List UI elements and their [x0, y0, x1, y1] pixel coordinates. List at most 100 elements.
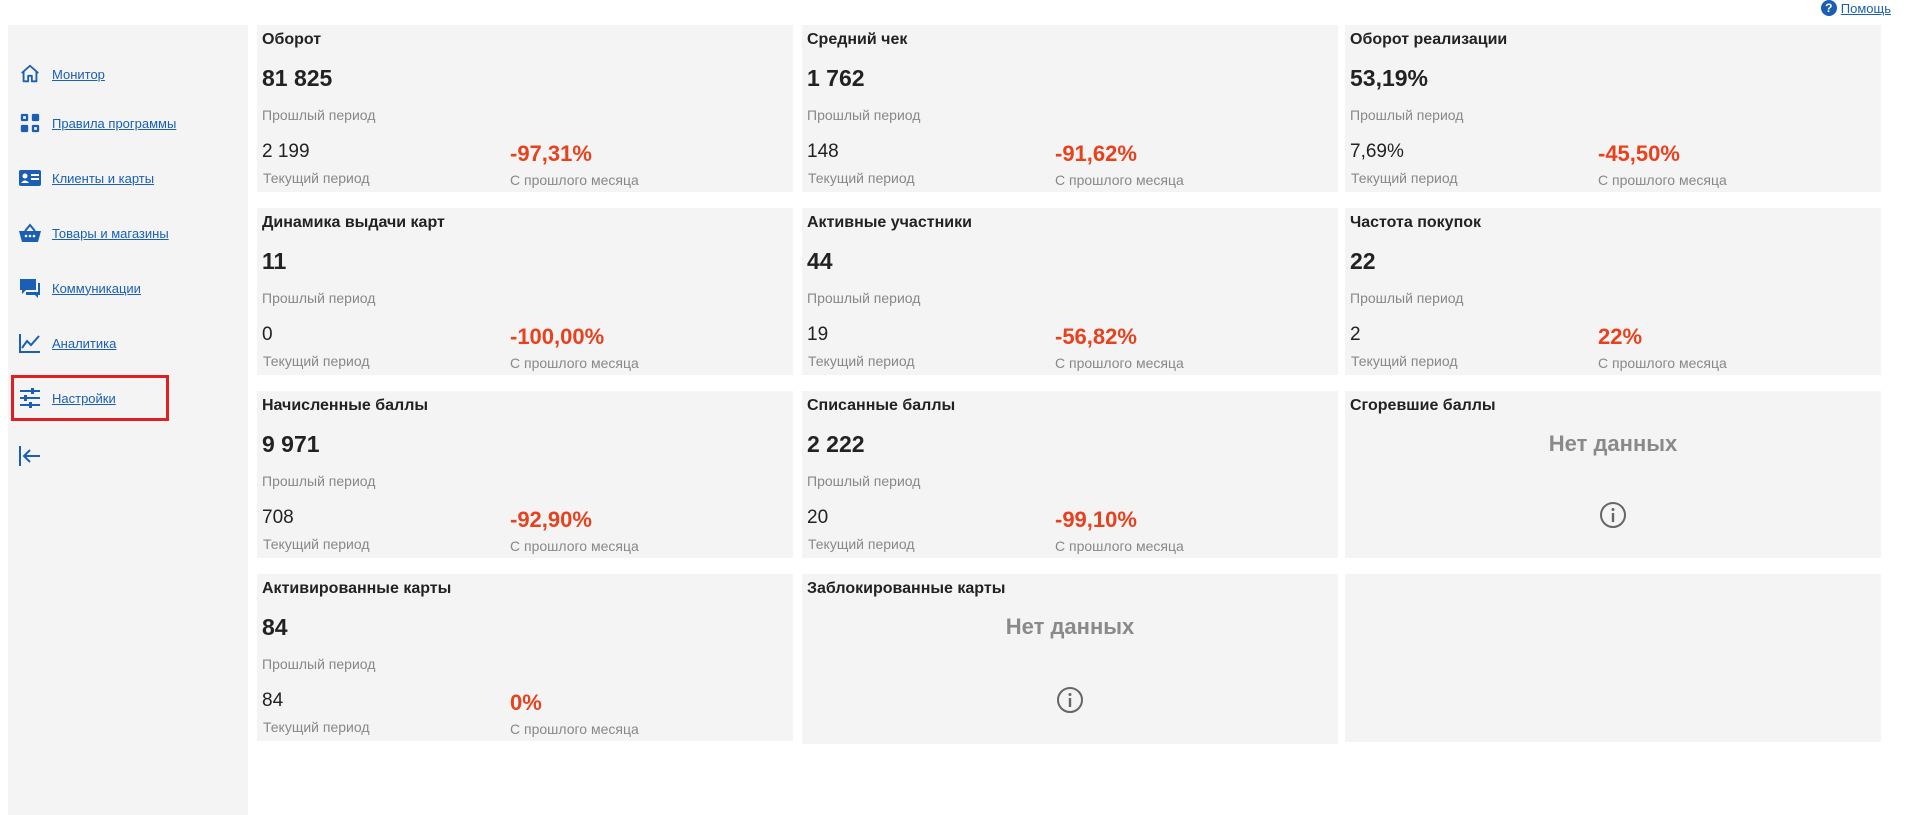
card-active-participants: Активные участники 44 Прошлый период 19 … [802, 208, 1338, 375]
change-label: С прошлого месяца [510, 355, 639, 371]
card-title: Списанные баллы [807, 397, 956, 414]
change-label: С прошлого месяца [1598, 172, 1727, 188]
card-value: 22 [1350, 248, 1376, 274]
collapse-sidebar-icon[interactable] [16, 442, 44, 470]
current-period-label: Текущий период [263, 353, 370, 369]
sidebar: Монитор Правила программы Клиенты и карт… [8, 25, 248, 815]
current-value: 84 [262, 690, 284, 711]
current-period-label: Текущий период [1351, 170, 1458, 186]
card-card-issuance: Динамика выдачи карт 11 Прошлый период 0… [257, 208, 793, 375]
sidebar-item-label[interactable]: Аналитика [52, 335, 117, 351]
current-value: 148 [807, 141, 839, 162]
sidebar-item-label[interactable]: Коммуникации [52, 280, 141, 296]
card-blocked-cards: Заблокированные карты Нет данных [802, 574, 1338, 744]
change-label: С прошлого месяца [510, 172, 639, 188]
change-percent: -45,50% [1598, 141, 1680, 166]
prev-period-label: Прошлый период [262, 473, 376, 489]
current-value: 7,69% [1350, 141, 1404, 162]
current-period-label: Текущий период [808, 353, 915, 369]
prev-period-label: Прошлый период [807, 473, 921, 489]
sidebar-item-communications[interactable]: Коммуникации [18, 276, 141, 300]
prev-period-label: Прошлый период [262, 656, 376, 672]
sidebar-item-analytics[interactable]: Аналитика [18, 331, 116, 355]
current-value: 708 [262, 507, 294, 528]
change-label: С прошлого месяца [510, 721, 639, 737]
change-percent: 0% [510, 690, 542, 715]
change-percent: -100,00% [510, 324, 605, 349]
card-average-check: Средний чек 1 762 Прошлый период 148 Тек… [802, 25, 1338, 192]
current-value: 19 [807, 324, 829, 345]
current-period-label: Текущий период [808, 536, 915, 552]
card-purchase-frequency: Частота покупок 22 Прошлый период 2 Теку… [1345, 208, 1881, 375]
card-title: Оборот [262, 31, 322, 48]
prev-period-label: Прошлый период [1350, 290, 1464, 306]
current-value: 20 [807, 507, 829, 528]
home-icon [18, 62, 42, 86]
card-value: 84 [262, 614, 288, 640]
current-period-label: Текущий период [263, 536, 370, 552]
grid-icon [18, 111, 42, 135]
card-value: 81 825 [262, 65, 333, 91]
card-title: Оборот реализации [1350, 31, 1508, 48]
current-value: 2 199 [262, 141, 310, 162]
sidebar-item-monitor[interactable]: Монитор [18, 62, 105, 86]
sidebar-item-label[interactable]: Настройки [52, 390, 116, 406]
prev-period-label: Прошлый период [262, 107, 376, 123]
sidebar-item-label[interactable]: Клиенты и карты [52, 170, 155, 186]
current-period-label: Текущий период [263, 719, 370, 735]
card-value: 44 [807, 248, 833, 274]
no-data-label: Нет данных [1548, 431, 1678, 456]
card-value: 11 [262, 248, 287, 274]
help-link[interactable]: ? Помощь [1820, 0, 1891, 16]
card-sales-turnover: Оборот реализации 53,19% Прошлый период … [1345, 25, 1881, 192]
card-value: 1 762 [807, 65, 865, 91]
current-period-label: Текущий период [1351, 353, 1458, 369]
sidebar-item-label[interactable]: Монитор [52, 66, 105, 82]
sidebar-item-settings[interactable]: Настройки [11, 375, 169, 421]
id-card-icon [18, 166, 42, 190]
sidebar-item-rules[interactable]: Правила программы [18, 111, 176, 135]
prev-period-label: Прошлый период [807, 290, 921, 306]
change-label: С прошлого месяца [510, 538, 639, 554]
card-value: 2 222 [807, 431, 865, 457]
sidebar-item-label[interactable]: Товары и магазины [52, 225, 169, 241]
change-percent: -91,62% [1055, 141, 1137, 166]
no-data-label: Нет данных [1005, 614, 1135, 639]
card-value: 9 971 [262, 431, 320, 457]
info-icon[interactable] [1056, 686, 1084, 714]
info-icon[interactable] [1599, 501, 1627, 529]
card-empty [1345, 574, 1881, 742]
current-value: 0 [262, 324, 273, 345]
current-period-label: Текущий период [263, 170, 370, 186]
current-period-label: Текущий период [808, 170, 915, 186]
card-value: 53,19% [1350, 65, 1429, 91]
prev-period-label: Прошлый период [807, 107, 921, 123]
sidebar-item-clients[interactable]: Клиенты и карты [18, 166, 154, 190]
sidebar-item-label[interactable]: Правила программы [52, 115, 177, 131]
change-label: С прошлого месяца [1055, 355, 1184, 371]
card-activated-cards: Активированные карты 84 Прошлый период 8… [257, 574, 793, 741]
sliders-icon [18, 386, 42, 410]
card-title: Начисленные баллы [262, 397, 429, 414]
card-title: Частота покупок [1350, 214, 1482, 231]
card-title: Заблокированные карты [807, 580, 1006, 597]
change-percent: -99,10% [1055, 507, 1137, 532]
change-percent: -97,31% [510, 141, 592, 166]
help-icon: ? [1820, 0, 1837, 16]
card-title: Активные участники [807, 214, 972, 231]
card-title: Динамика выдачи карт [262, 214, 445, 231]
card-title: Активированные карты [262, 580, 452, 597]
basket-icon [18, 221, 42, 245]
chat-icon [18, 276, 42, 300]
sidebar-item-goods[interactable]: Товары и магазины [18, 221, 169, 245]
card-expired-points: Сгоревшие баллы Нет данных [1345, 391, 1881, 558]
prev-period-label: Прошлый период [262, 290, 376, 306]
prev-period-label: Прошлый период [1350, 107, 1464, 123]
card-redeemed-points: Списанные баллы 2 222 Прошлый период 20 … [802, 391, 1338, 558]
change-percent: -56,82% [1055, 324, 1137, 349]
card-turnover: Оборот 81 825 Прошлый период 2 199 Текущ… [257, 25, 793, 192]
card-title: Сгоревшие баллы [1350, 397, 1496, 414]
help-label[interactable]: Помощь [1840, 0, 1891, 16]
card-accrued-points: Начисленные баллы 9 971 Прошлый период 7… [257, 391, 793, 558]
current-value: 2 [1350, 324, 1361, 345]
